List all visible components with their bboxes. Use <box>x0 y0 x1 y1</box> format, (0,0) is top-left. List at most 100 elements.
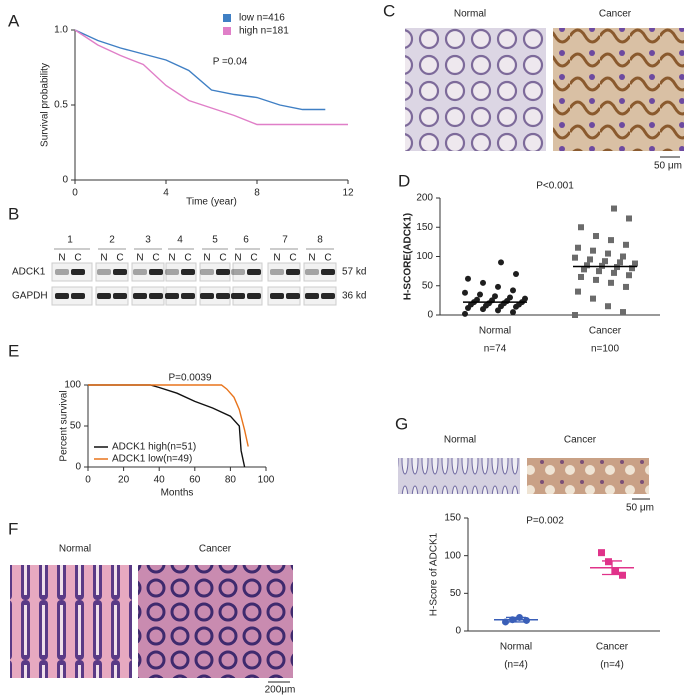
panel-label: F <box>8 519 18 538</box>
data-point <box>612 567 619 575</box>
data-point <box>620 309 626 316</box>
n-label: (n=4) <box>600 660 624 671</box>
data-point <box>465 275 471 282</box>
x-tick-label: 8 <box>254 188 260 199</box>
micrograph <box>398 458 520 494</box>
blot-band <box>181 293 195 299</box>
lane-label: 4 <box>177 235 183 246</box>
y-tick-label: 200 <box>416 193 433 204</box>
lane-sublabel: N <box>136 253 143 264</box>
blot-band <box>200 293 214 299</box>
lane-sublabel: C <box>219 253 226 264</box>
x-tick-label: Cancer <box>596 642 629 653</box>
lane-sublabel: N <box>58 253 65 264</box>
data-point <box>474 296 480 303</box>
data-point <box>619 571 626 579</box>
y-tick-label: 50 <box>70 421 82 432</box>
lane-label: 2 <box>109 235 115 246</box>
x-axis-label: Time (year) <box>186 197 237 208</box>
legend-label: high n=181 <box>239 26 289 37</box>
data-point <box>462 289 468 296</box>
blot-band <box>216 293 230 299</box>
blot-band <box>231 269 245 275</box>
blot-band <box>305 269 319 275</box>
blot-band <box>113 293 127 299</box>
y-tick-label: 150 <box>444 513 461 524</box>
lane-label: 3 <box>145 235 151 246</box>
blot-band <box>165 269 179 275</box>
scale-label: 200μm <box>265 685 296 695</box>
y-tick-label: 0 <box>455 626 461 637</box>
blot-frame <box>131 286 165 306</box>
x-tick-label: 0 <box>85 475 91 486</box>
annotation: P=0.002 <box>526 516 564 527</box>
blot-band <box>270 269 284 275</box>
data-point <box>620 253 626 260</box>
data-point <box>572 254 578 261</box>
blot-band <box>97 293 111 299</box>
legend-swatch <box>223 27 231 35</box>
lane-label: 7 <box>282 235 288 246</box>
lane-sublabel: N <box>273 253 280 264</box>
micrograph <box>10 565 132 678</box>
y-tick-label: 50 <box>422 280 434 291</box>
data-point <box>617 259 623 266</box>
lane-sublabel: N <box>100 253 107 264</box>
scale-label: 50 μm <box>626 503 654 514</box>
image-label: Cancer <box>599 9 632 20</box>
x-tick-label: 100 <box>258 475 275 486</box>
data-point <box>578 273 584 280</box>
data-point <box>626 215 632 222</box>
n-label: n=100 <box>591 344 620 355</box>
x-tick-label: Normal <box>479 326 511 337</box>
data-point <box>608 279 614 286</box>
y-axis-label: Percent survival <box>59 390 70 461</box>
x-tick-label: Cancer <box>589 326 622 337</box>
blot-band <box>55 293 69 299</box>
survival-curve <box>74 29 326 111</box>
blot-band <box>270 293 284 299</box>
legend-swatch <box>223 14 231 22</box>
blot-size-label: 57 kd <box>342 267 366 278</box>
blot-frame <box>303 262 337 282</box>
blot-size-label: 36 kd <box>342 291 366 302</box>
panel-label: D <box>398 171 410 190</box>
x-tick-label: 0 <box>72 188 78 199</box>
data-point <box>522 295 528 302</box>
blot-band <box>321 293 335 299</box>
data-point <box>578 224 584 231</box>
lane-label: 1 <box>67 235 73 246</box>
x-tick-label: Normal <box>500 642 532 653</box>
image-label: Cancer <box>199 544 232 555</box>
lane-sublabel: C <box>116 253 123 264</box>
data-point <box>623 283 629 290</box>
blot-band <box>181 269 195 275</box>
blot-band <box>200 269 214 275</box>
lane-sublabel: C <box>324 253 331 264</box>
blot-frame <box>303 286 337 306</box>
legend-label: ADCK1 high(n=51) <box>112 442 196 453</box>
data-point <box>513 271 519 278</box>
lane-sublabel: C <box>289 253 296 264</box>
panel-label: E <box>8 341 19 360</box>
x-tick-label: 20 <box>118 475 130 486</box>
blot-band <box>55 269 69 275</box>
image-label: Normal <box>454 9 486 20</box>
data-point <box>632 260 638 267</box>
blot-band <box>286 293 300 299</box>
blot-band <box>133 293 147 299</box>
blot-band <box>247 269 261 275</box>
legend-label: low n=416 <box>239 13 285 24</box>
data-point <box>510 309 516 316</box>
blot-band <box>231 293 245 299</box>
lane-sublabel: N <box>308 253 315 264</box>
micrograph <box>138 565 293 678</box>
data-point <box>477 291 483 298</box>
data-point <box>611 269 617 276</box>
survival-curve <box>88 384 249 447</box>
blot-frame <box>95 286 129 306</box>
micrograph <box>405 28 546 151</box>
survival-curve <box>88 384 246 468</box>
panel-label: A <box>8 11 20 30</box>
